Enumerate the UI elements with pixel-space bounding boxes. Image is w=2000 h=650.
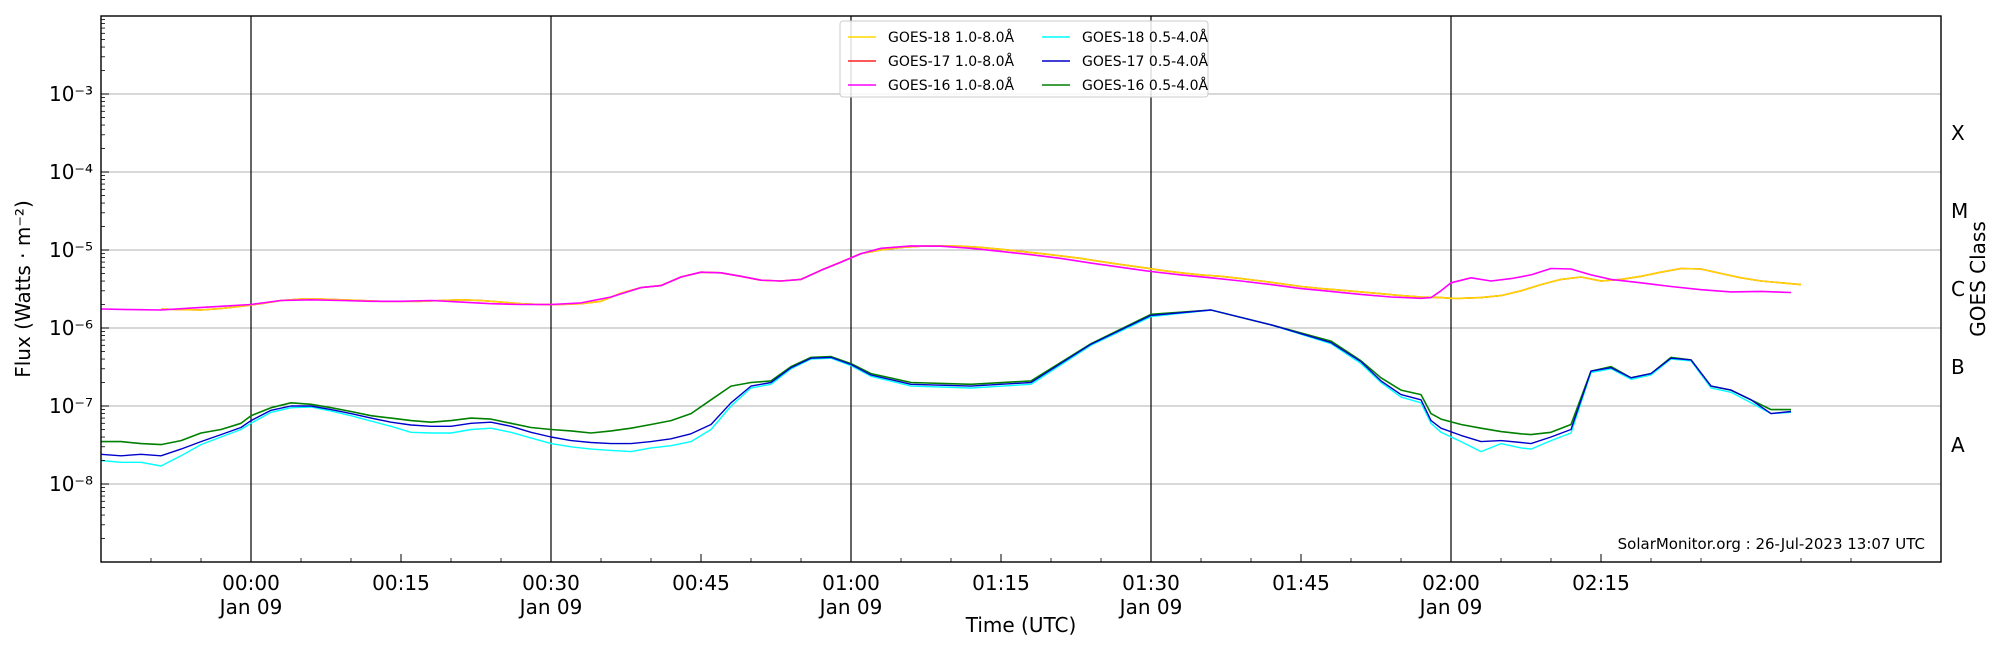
series-lines (100, 245, 1802, 467)
legend-entry-label: GOES-18 1.0-8.0Å (888, 29, 1014, 46)
x-tick-label: 01:45 (1272, 571, 1330, 595)
legend: GOES-18 1.0-8.0Å GOES-17 1.0-8.0Å GOES-16 … (839, 20, 1209, 98)
y-tick-label: 10⁻⁷ (49, 394, 93, 418)
x-tick-label: 01:15 (972, 571, 1030, 595)
goes-class-label: X (1951, 121, 1965, 145)
goes-class-label: B (1951, 355, 1965, 379)
goes-class-label: C (1951, 277, 1965, 301)
y-tick-label: 10⁻³ (49, 82, 93, 106)
series-line (101, 309, 1791, 446)
goes-class-label: M (1951, 199, 1968, 223)
legend-box (839, 20, 1209, 98)
x-tick-label: 01:30 (1122, 571, 1180, 595)
x-tick-date-label: Jan 09 (218, 595, 283, 619)
x-tick-label: 00:30 (522, 571, 580, 595)
plot-frame (100, 15, 1942, 563)
x-tick-label: 00:45 (672, 571, 730, 595)
x-tick-date-label: Jan 09 (1418, 595, 1483, 619)
x-tick-label: 01:00 (822, 571, 880, 595)
x-tick-date-label: Jan 09 (1118, 595, 1183, 619)
series-line (100, 245, 1792, 311)
x-tick-label: 02:00 (1422, 571, 1480, 595)
legend-entry-label: GOES-16 0.5-4.0Å (1082, 77, 1208, 94)
y-tick-label: 10⁻⁴ (49, 160, 93, 184)
y-axis-title: Flux (Watts · m⁻²) (11, 200, 35, 378)
legend-entry-label: GOES-16 1.0-8.0Å (888, 77, 1014, 94)
x-tick-label: 02:15 (1572, 571, 1630, 595)
x-axis-title: Time (UTC) (965, 613, 1077, 637)
watermark-text: SolarMonitor.org : 26-Jul-2023 13:07 UTC (1618, 535, 1925, 553)
legend-entry-label: GOES-17 1.0-8.0Å (888, 53, 1014, 70)
legend-entry-label: GOES-18 0.5-4.0Å (1082, 29, 1208, 46)
series-line (100, 309, 1792, 467)
y-tick-label: 10⁻⁸ (49, 472, 93, 496)
y-tick-label: 10⁻⁶ (49, 316, 93, 340)
x-tick-label: 00:15 (372, 571, 430, 595)
x-tick-date-label: Jan 09 (818, 595, 883, 619)
series-line (100, 309, 1792, 457)
right-axis-title: GOES Class (1966, 221, 1990, 337)
x-tick-label: 00:00 (222, 571, 280, 595)
x-tick-date-label: Jan 09 (518, 595, 583, 619)
goes-class-label: A (1951, 433, 1965, 457)
legend-entry-label: GOES-17 0.5-4.0Å (1082, 53, 1208, 70)
y-tick-label: 10⁻⁵ (49, 238, 93, 262)
